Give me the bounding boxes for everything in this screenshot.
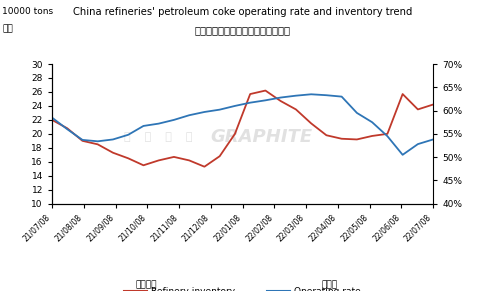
Text: 万吨: 万吨 bbox=[2, 25, 13, 34]
Text: 开工率: 开工率 bbox=[321, 280, 337, 289]
Text: 美    竞    情    报: 美 竞 情 报 bbox=[124, 132, 193, 142]
Text: 炼厂库存: 炼厂库存 bbox=[135, 280, 157, 289]
Text: 10000 tons: 10000 tons bbox=[2, 7, 53, 16]
Text: 中国炼厂石油焦开工率及库存走势图: 中国炼厂石油焦开工率及库存走势图 bbox=[195, 25, 291, 35]
Text: GRAPHITE: GRAPHITE bbox=[210, 128, 313, 146]
Text: China refineries' petroleum coke operating rate and inventory trend: China refineries' petroleum coke operati… bbox=[73, 7, 412, 17]
Legend: Refinery inventory, Operating rate: Refinery inventory, Operating rate bbox=[121, 283, 364, 291]
